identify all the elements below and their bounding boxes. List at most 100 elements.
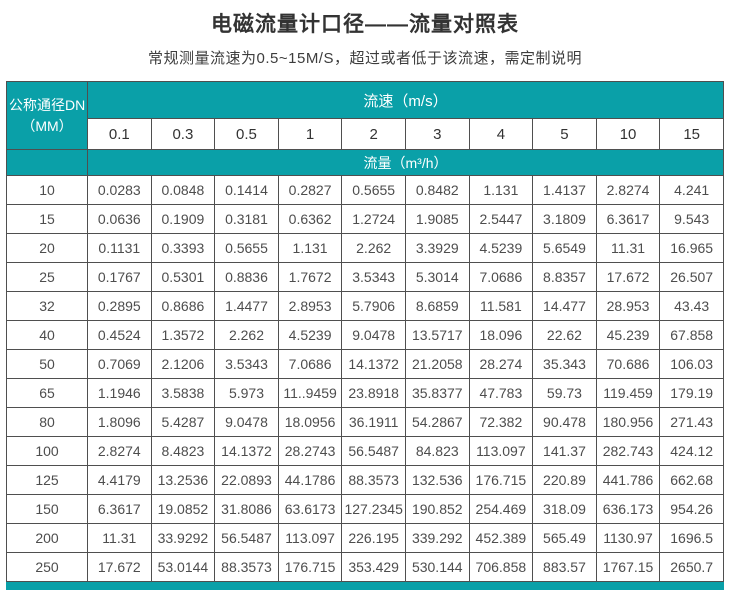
flow-cell: 17.672 (595, 262, 661, 292)
flow-cell: 0.4524 (87, 320, 152, 350)
flow-cell: 18.0956 (277, 407, 343, 437)
flow-cell: 18.096 (468, 320, 534, 350)
flow-cell: 43.43 (659, 291, 724, 321)
dn-cell: 50 (6, 349, 88, 379)
flow-cell: 6.3617 (595, 204, 661, 234)
flow-cell: 63.6173 (277, 494, 343, 524)
speed-header-row: 公称通径DN （MM） 流速（m/s） (6, 81, 724, 150)
flow-cell: 2.262 (341, 233, 406, 263)
flow-cell: 56.5487 (341, 436, 406, 466)
flow-comparison-page: 电磁流量计口径——流量对照表 常规测量流速为0.5~15M/S，超过或者低于该流… (0, 8, 730, 590)
dn-cell: 65 (6, 378, 88, 408)
flow-table-body: 10 0.0283 0.0848 0.1414 0.2827 0.5655 0.8482 1.… (6, 175, 724, 582)
flow-cell: 56.5487 (214, 523, 279, 553)
flow-cell: 0.0636 (87, 204, 152, 234)
table-row: 32 0.2895 0.8686 1.4477 2.8953 5.7906 8.6859 11… (6, 291, 724, 321)
flow-cell: 88.3573 (214, 552, 279, 582)
flow-cell: 13.2536 (150, 465, 216, 495)
flow-cell: 1767.15 (595, 552, 661, 582)
flow-cell: 662.68 (659, 465, 724, 495)
speed-value-header: 0.3 (150, 118, 216, 150)
flow-cell: 3.1809 (532, 204, 597, 234)
flow-cell: 59.73 (532, 378, 597, 408)
table-row: 80 1.8096 5.4287 9.0478 18.0956 36.1911 54.286… (6, 407, 724, 437)
flow-cell: 1130.97 (595, 523, 661, 553)
speed-value-header: 4 (468, 118, 534, 150)
flow-cell: 28.953 (595, 291, 661, 321)
flow-cell: 6.3617 (87, 494, 152, 524)
flow-cell: 84.823 (404, 436, 470, 466)
flow-cell: 90.478 (532, 407, 597, 437)
flow-cell: 7.0686 (468, 262, 534, 292)
flow-cell: 0.8836 (214, 262, 279, 292)
flow-cell: 353.429 (341, 552, 406, 582)
speed-value-header: 2 (341, 118, 406, 150)
flow-cell: 190.852 (404, 494, 470, 524)
flow-cell: 14.477 (532, 291, 597, 321)
speed-value-header: 10 (595, 118, 661, 150)
flow-cell: 1.131 (277, 233, 343, 263)
flow-cell: 21.2058 (404, 349, 470, 379)
dn-header-line2: （MM） (21, 117, 73, 134)
dn-cell: 80 (6, 407, 88, 437)
dn-cell: 10 (6, 175, 88, 205)
flow-cell: 9.543 (659, 204, 724, 234)
flow-cell: 9.0478 (214, 407, 279, 437)
flow-cell: 282.743 (595, 436, 661, 466)
dn-header-cell: 公称通径DN （MM） (6, 81, 88, 150)
flow-cell: 127.2345 (341, 494, 406, 524)
flow-cell: 16.965 (659, 233, 724, 263)
flow-cell: 226.195 (341, 523, 406, 553)
table-row: 100 2.8274 8.4823 14.1372 28.2743 56.5487 84.8… (6, 436, 724, 466)
flow-cell: 17.672 (87, 552, 152, 582)
flow-cell: 0.0283 (87, 175, 152, 205)
speed-value-header: 15 (659, 118, 724, 150)
table-row: 50 0.7069 2.1206 3.5343 7.0686 14.1372 21.2058… (6, 349, 724, 379)
flow-cell: 2.8953 (277, 291, 343, 321)
flow-cell: 14.1372 (214, 436, 279, 466)
flow-cell: 441.786 (595, 465, 661, 495)
flow-cell: 424.12 (659, 436, 724, 466)
table-row: 125 4.4179 13.2536 22.0893 44.1786 88.3573 132… (6, 465, 724, 495)
flow-cell: 3.3929 (404, 233, 470, 263)
flow-cell: 45.239 (595, 320, 661, 350)
table-row: 15 0.0636 0.1909 0.3181 0.6362 1.2724 1.9085 2.… (6, 204, 724, 234)
dn-cell: 40 (6, 320, 88, 350)
flow-cell: 0.1767 (87, 262, 152, 292)
flow-cell: 26.507 (659, 262, 724, 292)
flow-cell: 8.4823 (150, 436, 216, 466)
table-row: 150 6.3617 19.0852 31.8086 63.6173 127.2345 19… (6, 494, 724, 524)
flow-cell: 22.0893 (214, 465, 279, 495)
flow-cell: 113.097 (468, 436, 534, 466)
flow-cell: 254.469 (468, 494, 534, 524)
flow-cell: 1.4477 (214, 291, 279, 321)
flow-cell: 318.09 (532, 494, 597, 524)
flow-cell: 179.19 (659, 378, 724, 408)
table-row: 25 0.1767 0.5301 0.8836 1.7672 3.5343 5.3014 7.… (6, 262, 724, 292)
flow-cell: 33.9292 (150, 523, 216, 553)
flow-cell: 132.536 (404, 465, 470, 495)
flow-cell: 2.5447 (468, 204, 534, 234)
flow-cell: 4.5239 (468, 233, 534, 263)
dn-cell: 125 (6, 465, 88, 495)
speed-value-header: 5 (532, 118, 597, 150)
flow-cell: 88.3573 (341, 465, 406, 495)
flow-cell: 13.5717 (404, 320, 470, 350)
flow-cell: 28.2743 (277, 436, 343, 466)
empty-header-cell (6, 149, 88, 176)
flow-cell: 1.7672 (277, 262, 343, 292)
flow-cell: 0.3181 (214, 204, 279, 234)
flow-cell: 7.0686 (277, 349, 343, 379)
speed-values-row: 0.1 0.3 0.5 1 2 3 4 5 10 15 (7, 118, 724, 150)
table-header: 公称通径DN （MM） 流速（m/s） 0.1 0.3 0.5 1 2 3 4 5 10 15 流… (6, 81, 724, 176)
flow-cell: 636.173 (595, 494, 661, 524)
flow-cell: 0.5655 (341, 175, 406, 205)
speed-value-header: 3 (404, 118, 470, 150)
flow-cell: 1696.5 (659, 523, 724, 553)
flow-cell: 36.1911 (341, 407, 406, 437)
flow-cell: 44.1786 (277, 465, 343, 495)
flow-cell: 0.0848 (150, 175, 216, 205)
flow-cell: 5.973 (214, 378, 279, 408)
flow-cell: 53.0144 (150, 552, 216, 582)
dn-cell: 100 (6, 436, 88, 466)
